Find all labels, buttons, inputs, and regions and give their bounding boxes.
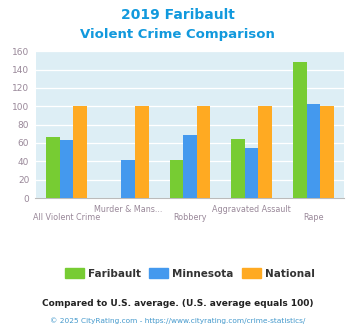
Bar [60, 140, 73, 198]
Text: All Violent Crime: All Violent Crime [33, 213, 100, 222]
Bar [307, 104, 320, 198]
Bar [121, 160, 135, 198]
Text: 2019 Faribault: 2019 Faribault [121, 8, 234, 22]
Text: Compared to U.S. average. (U.S. average equals 100): Compared to U.S. average. (U.S. average … [42, 299, 313, 308]
Legend: Faribault, Minnesota, National: Faribault, Minnesota, National [63, 266, 317, 281]
Bar [197, 106, 210, 198]
Text: Aggravated Assault: Aggravated Assault [212, 205, 291, 214]
Bar [46, 137, 60, 198]
Bar [258, 106, 272, 198]
Bar [320, 106, 334, 198]
Bar [135, 106, 148, 198]
Bar [245, 148, 258, 198]
Text: Rape: Rape [303, 213, 324, 222]
Text: Robbery: Robbery [173, 213, 207, 222]
Bar [231, 139, 245, 198]
Bar [73, 106, 87, 198]
Text: © 2025 CityRating.com - https://www.cityrating.com/crime-statistics/: © 2025 CityRating.com - https://www.city… [50, 317, 305, 324]
Bar [170, 160, 183, 198]
Bar [183, 135, 197, 198]
Bar [293, 62, 307, 198]
Text: Murder & Mans...: Murder & Mans... [94, 205, 162, 214]
Text: Violent Crime Comparison: Violent Crime Comparison [80, 28, 275, 41]
